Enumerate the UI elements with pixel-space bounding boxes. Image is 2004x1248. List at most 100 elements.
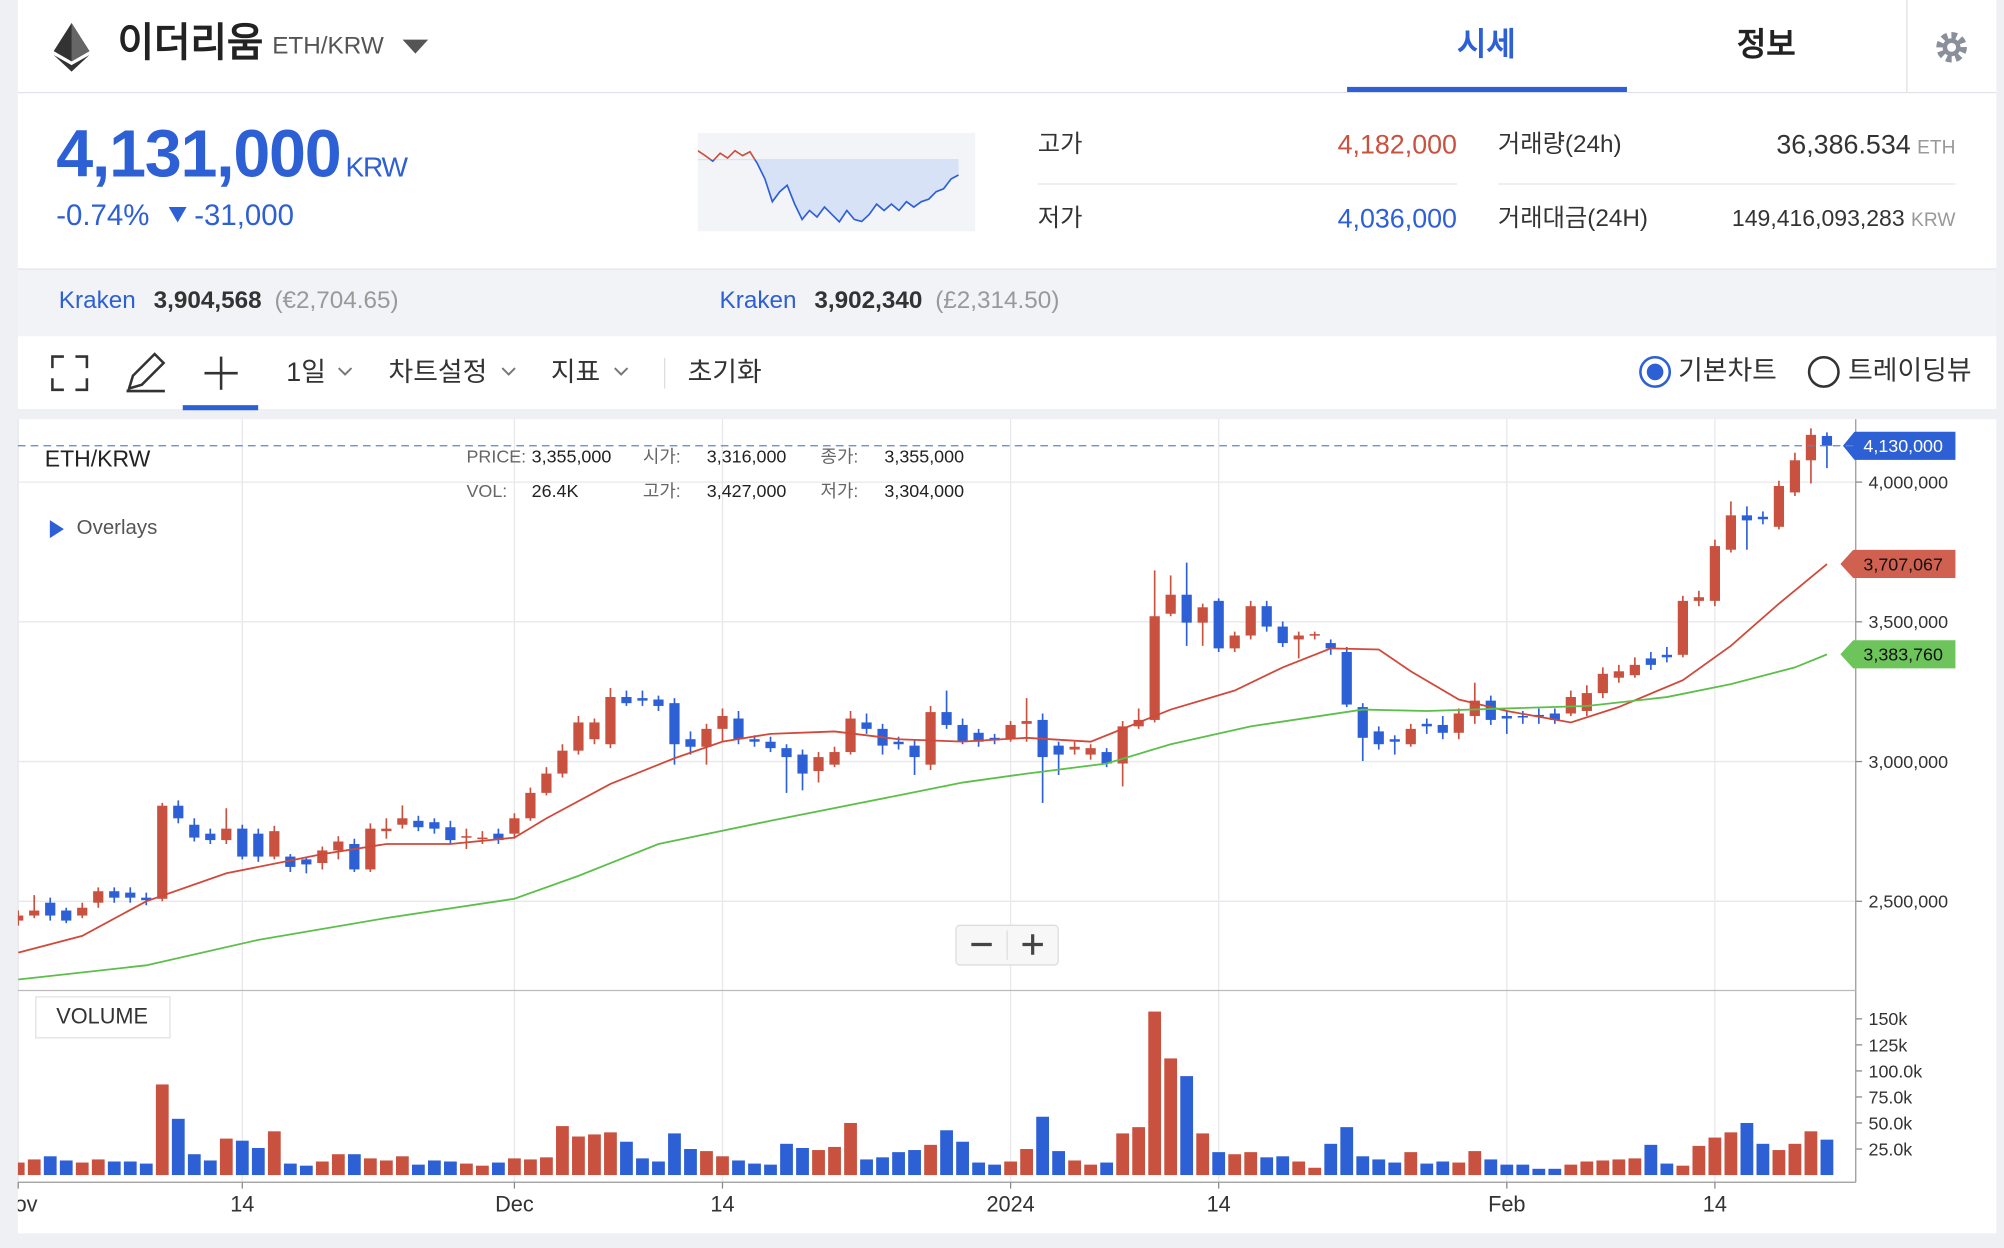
dropdown-icon[interactable] xyxy=(402,39,429,54)
mode[interactable]: 기본차트 xyxy=(1678,356,1777,386)
volume-bar xyxy=(1036,1116,1050,1176)
top-bar xyxy=(17,0,1997,94)
candle-body xyxy=(1725,515,1737,550)
vol-tick-label: 50.0k xyxy=(1869,1113,1913,1133)
overlays-icon[interactable] xyxy=(49,520,64,539)
candle-body xyxy=(17,915,24,921)
candle-body xyxy=(1821,435,1833,446)
volume-bar xyxy=(1516,1164,1530,1176)
radio-on[interactable] xyxy=(1639,355,1672,388)
volume-bar xyxy=(1788,1143,1802,1176)
volume-bar xyxy=(1564,1164,1578,1176)
price-panel xyxy=(17,93,1997,269)
volume-bar xyxy=(540,1157,553,1176)
candle-body xyxy=(1741,515,1753,521)
candle-body xyxy=(1677,600,1688,655)
vol-tick-label: 25.0k xyxy=(1869,1139,1913,1159)
volume-bar xyxy=(1084,1164,1098,1176)
volume-bar xyxy=(924,1144,937,1176)
candle-body xyxy=(1613,671,1624,678)
radio-off[interactable] xyxy=(1807,355,1840,388)
volume-bar xyxy=(1372,1159,1386,1176)
tooltip-value: 26.4K xyxy=(531,480,579,501)
volume-bar xyxy=(1500,1164,1514,1176)
candle-body xyxy=(1085,748,1096,755)
candle-body xyxy=(1181,594,1192,623)
sparkline-up xyxy=(697,149,756,160)
grid xyxy=(17,419,1856,1183)
volume-bar xyxy=(588,1134,601,1176)
candle-body xyxy=(861,722,872,729)
candle-body xyxy=(589,722,600,740)
volume-bar xyxy=(700,1151,713,1176)
x-tick-label: Feb xyxy=(1488,1192,1525,1217)
eth-logo xyxy=(53,23,90,72)
last-price-tag xyxy=(1842,431,1956,460)
fullscreen-icon[interactable] xyxy=(51,355,89,392)
reset[interactable]: 초기화 xyxy=(687,357,762,388)
candle-body xyxy=(1389,739,1400,742)
volume-bar xyxy=(59,1160,73,1176)
volume-bar xyxy=(524,1159,537,1176)
tooltip-label: 저가: xyxy=(820,480,859,501)
volume-bar xyxy=(476,1165,489,1176)
candle-body xyxy=(301,859,312,865)
volume-bar xyxy=(1228,1154,1242,1176)
candle-body xyxy=(605,697,616,745)
x-tick-label: 14 xyxy=(1207,1192,1231,1217)
candle-body xyxy=(1597,673,1608,694)
exchange: Kraken 3,904,568 (€2,704.65) xyxy=(59,289,399,313)
sparkline-area xyxy=(710,159,959,222)
volume-bar xyxy=(460,1163,473,1176)
candle-body xyxy=(1773,485,1785,527)
candle-body xyxy=(637,698,648,701)
candle-body xyxy=(1325,643,1336,649)
volume-bar xyxy=(620,1141,633,1176)
tab[interactable]: 시세 xyxy=(1456,26,1516,63)
candle-body xyxy=(1229,635,1240,649)
draw-icon[interactable] xyxy=(126,352,166,393)
price: 4,131,000 KRW xyxy=(56,121,408,187)
indicators[interactable]: 지표 xyxy=(550,357,601,388)
candle-body xyxy=(109,891,120,898)
crosshair-icon[interactable] xyxy=(204,356,238,390)
volume-bar xyxy=(1452,1162,1466,1176)
candle-body xyxy=(909,745,920,758)
chart-settings[interactable]: 차트설정 xyxy=(388,357,488,388)
volume-bar xyxy=(1420,1163,1434,1176)
tooltip-value: 3,304,000 xyxy=(884,480,965,501)
stat-label: 거래량(24h) xyxy=(1497,131,1622,159)
candle-body xyxy=(813,757,824,772)
tab[interactable]: 정보 xyxy=(1736,26,1796,63)
candle-body xyxy=(653,699,664,706)
candle-body xyxy=(237,828,248,857)
tooltip-label: VOL: xyxy=(466,480,508,501)
exchange-fx: (£2,314.50) xyxy=(935,287,1060,315)
volume-bar xyxy=(443,1161,457,1176)
trade-value: 149,416,093,283 xyxy=(1731,205,1905,232)
candle-body xyxy=(1405,728,1416,745)
stat-label: 고가 xyxy=(1037,131,1083,159)
mode[interactable]: 트레이딩뷰 xyxy=(1848,356,1972,386)
volume-bar xyxy=(331,1154,345,1176)
volume-bar xyxy=(828,1146,841,1176)
volume-bar xyxy=(1276,1156,1290,1176)
interval[interactable]: 1일 xyxy=(286,357,326,388)
exchange: Kraken 3,902,340 (£2,314.50) xyxy=(720,289,1060,313)
volume-bar xyxy=(187,1154,201,1176)
volume-bar xyxy=(572,1136,585,1176)
candle-body xyxy=(445,827,456,841)
volume-bar xyxy=(668,1133,681,1176)
ma-line xyxy=(18,653,1828,981)
volume-bar xyxy=(1612,1159,1626,1176)
radio-dot xyxy=(1646,363,1664,381)
settings-icon[interactable] xyxy=(1936,31,1967,63)
volume-bar xyxy=(379,1160,393,1176)
overlays[interactable]: Overlays xyxy=(76,517,158,540)
candle-body xyxy=(381,828,392,832)
x-labels: Nov 14 Dec 14 2024 14 Feb 14 xyxy=(18,1192,1727,1217)
volume-bar xyxy=(604,1132,617,1176)
candle-body xyxy=(1645,658,1656,665)
zoom-in[interactable] xyxy=(1022,934,1043,955)
